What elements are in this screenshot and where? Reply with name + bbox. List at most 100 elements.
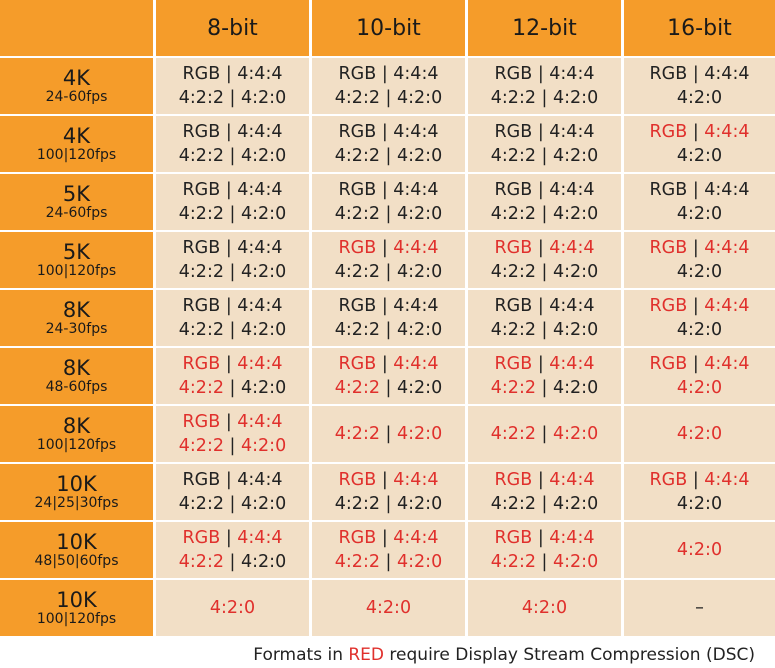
format-line: 4:2:2 | 4:2:0 (491, 202, 598, 226)
format-text: | (687, 180, 705, 200)
format-text: 4:2:0 (676, 494, 723, 514)
format-text: RGB (494, 296, 533, 316)
format-cell: RGB | 4:4:4 4:2:2 | 4:2:0 (156, 58, 309, 114)
dsc-format: 4:4:4 (549, 470, 595, 490)
format-line: RGB | 4:4:4 (339, 178, 439, 202)
format-text: | (379, 146, 398, 166)
column-header-10bit: 10-bit (312, 0, 465, 56)
format-text: | (535, 146, 554, 166)
format-text: 4:4:4 (704, 64, 750, 84)
framerate-label: 100|120fps (36, 437, 117, 454)
format-text: 4:2:0 (676, 262, 723, 282)
dsc-format: RGB (649, 470, 688, 490)
format-text: | (223, 552, 242, 572)
dsc-format: 4:4:4 (704, 470, 750, 490)
format-text: RGB (338, 180, 377, 200)
format-text: 4:2:2 (490, 146, 536, 166)
dsc-format: 4:2:0 (676, 540, 723, 560)
format-cell: RGB | 4:4:4 4:2:0 (624, 232, 775, 288)
format-cell: RGB | 4:4:4 4:2:0 (624, 174, 775, 230)
format-cell: RGB | 4:4:4 4:2:0 (624, 464, 775, 520)
format-cell: RGB | 4:4:4 4:2:0 (624, 58, 775, 114)
format-cell: RGB | 4:4:4 4:2:0 (624, 348, 775, 404)
resolution-label: 8K (62, 356, 91, 381)
resolution-label: 8K (62, 414, 91, 439)
dsc-format: RGB (649, 296, 688, 316)
format-text: 4:2:2 (178, 146, 224, 166)
format-text: | (532, 470, 550, 490)
dsc-format: 4:2:0 (676, 378, 723, 398)
framerate-label: 24-60fps (45, 205, 108, 222)
format-cell: RGB | 4:4:4 4:2:2 | 4:2:0 (156, 232, 309, 288)
format-text: 4:2:2 (334, 494, 380, 514)
format-cell: 4:2:0 (624, 522, 775, 578)
dsc-format: 4:2:2 (490, 378, 536, 398)
format-line: 4:2:2 | 4:2:0 (335, 260, 442, 284)
format-line: RGB | 4:4:4 (495, 352, 595, 376)
format-text: 4:4:4 (549, 64, 595, 84)
format-cell: RGB | 4:4:4 4:2:2 | 4:2:0 (468, 174, 621, 230)
format-cell: RGB | 4:4:4 4:2:2 | 4:2:0 (468, 290, 621, 346)
row-header: 4K 100|120fps (0, 116, 153, 172)
column-header-12bit: 12-bit (468, 0, 621, 56)
format-line: RGB | 4:4:4 (183, 178, 283, 202)
footnote: Formats in RED require Display Stream Co… (0, 641, 775, 668)
format-line: 4:2:2 | 4:2:0 (179, 86, 286, 110)
format-line: RGB | 4:4:4 (650, 352, 750, 376)
format-text: 4:2:0 (241, 146, 287, 166)
dsc-format: 4:4:4 (393, 354, 439, 374)
format-text: | (220, 412, 238, 432)
format-cell: 4:2:0 (468, 580, 621, 636)
format-text: | (532, 122, 550, 142)
format-text: RGB (494, 64, 533, 84)
dsc-format: RGB (182, 354, 221, 374)
format-cell: RGB | 4:4:4 4:2:2 | 4:2:0 (156, 348, 309, 404)
format-line: RGB | 4:4:4 (495, 236, 595, 260)
format-line: RGB | 4:4:4 (183, 120, 283, 144)
format-text: 4:4:4 (549, 180, 595, 200)
dsc-format: 4:2:0 (553, 424, 599, 444)
format-text: | (376, 122, 394, 142)
format-text: 4:2:2 (490, 494, 536, 514)
format-line: RGB | 4:4:4 (183, 410, 283, 434)
format-cell: RGB | 4:4:4 4:2:2 | 4:2:0 (312, 232, 465, 288)
format-line: 4:2:0 (677, 260, 722, 284)
format-cell: RGB | 4:4:4 4:2:2 | 4:2:0 (156, 406, 309, 462)
format-cell: RGB | 4:4:4 4:2:0 (624, 116, 775, 172)
format-line: 4:2:0 (677, 86, 722, 110)
format-text: – (695, 598, 704, 618)
format-text: 4:2:0 (397, 378, 443, 398)
format-line: RGB | 4:4:4 (183, 62, 283, 86)
format-text: 4:2:0 (676, 88, 723, 108)
format-text: | (223, 378, 242, 398)
format-line: 4:2:2 | 4:2:0 (179, 492, 286, 516)
dsc-format: 4:4:4 (549, 238, 595, 258)
format-cell: RGB | 4:4:4 4:2:2 | 4:2:0 (468, 522, 621, 578)
format-cell: RGB | 4:4:4 4:2:2 | 4:2:0 (156, 290, 309, 346)
format-text: 4:2:2 (334, 88, 380, 108)
format-cell: RGB | 4:4:4 4:2:0 (624, 290, 775, 346)
format-text: | (687, 354, 705, 374)
format-text: | (223, 436, 242, 456)
format-text: 4:2:0 (241, 88, 287, 108)
format-cell: RGB | 4:4:4 4:2:2 | 4:2:0 (156, 174, 309, 230)
format-text: | (687, 122, 705, 142)
format-line: 4:2:0 (677, 144, 722, 168)
format-line: RGB | 4:4:4 (650, 468, 750, 492)
format-text: | (223, 262, 242, 282)
format-cell: – (624, 580, 775, 636)
format-line: 4:2:2 | 4:2:0 (335, 422, 442, 446)
format-text: | (687, 296, 705, 316)
format-cell: RGB | 4:4:4 4:2:2 | 4:2:0 (468, 116, 621, 172)
format-text: 4:2:2 (178, 494, 224, 514)
format-text: | (223, 204, 242, 224)
dsc-format: RGB (338, 238, 377, 258)
format-line: 4:2:0 (677, 376, 722, 400)
format-line: RGB | 4:4:4 (183, 352, 283, 376)
row-header: 4K 24-60fps (0, 58, 153, 114)
format-line: RGB | 4:4:4 (650, 178, 750, 202)
format-line: 4:2:0 (677, 202, 722, 226)
format-cell: RGB | 4:4:4 4:2:2 | 4:2:0 (312, 290, 465, 346)
format-cell: RGB | 4:4:4 4:2:2 | 4:2:0 (312, 174, 465, 230)
format-line: 4:2:2 | 4:2:0 (491, 318, 598, 342)
